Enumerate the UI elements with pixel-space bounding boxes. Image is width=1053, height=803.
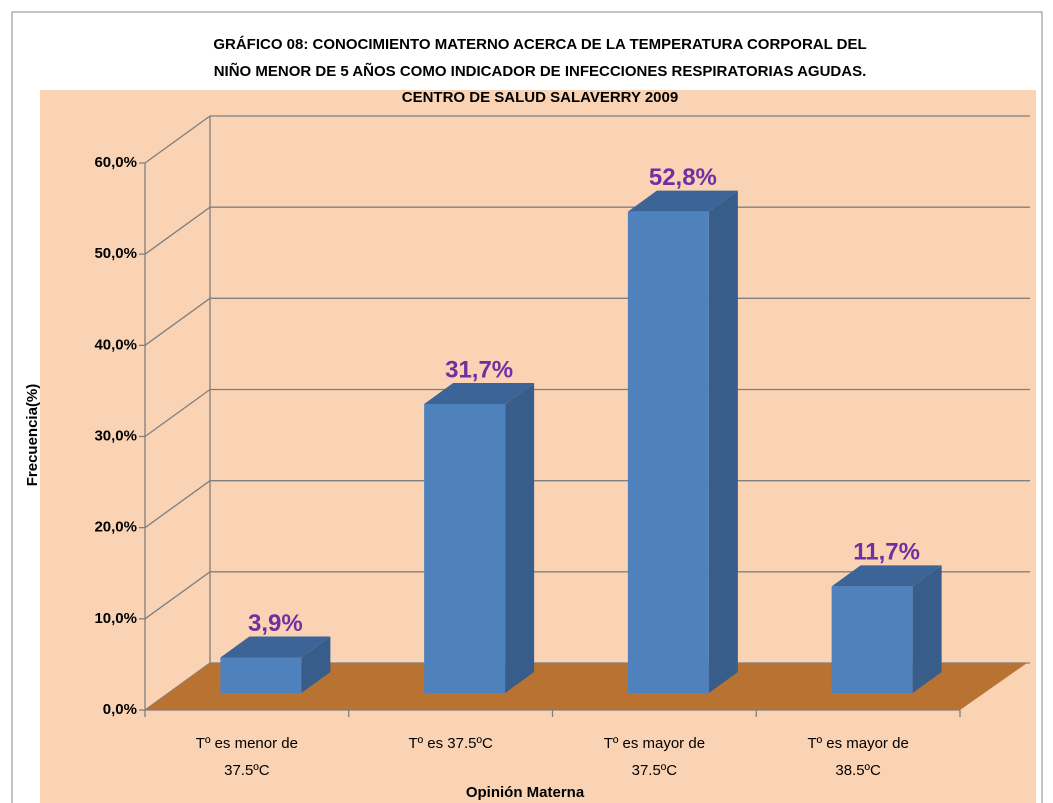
bar — [831, 586, 913, 693]
x-tick-label: Tº es mayor de 38.5ºC — [807, 735, 909, 779]
y-tick-label: 50,0% — [94, 245, 137, 262]
data-label: 3,9% — [248, 610, 303, 637]
data-label: 31,7% — [445, 356, 513, 383]
bar-top — [220, 636, 331, 658]
data-label: 52,8% — [649, 164, 717, 191]
chart-title: NIÑO MENOR DE 5 AÑOS COMO INDICADOR DE I… — [214, 62, 867, 80]
grid-line — [144, 480, 211, 529]
grid-line — [144, 206, 211, 255]
bar-top — [831, 565, 942, 587]
bar-side — [505, 383, 535, 693]
grid-line — [144, 297, 211, 346]
x-axis-label: Opinión Materna — [466, 784, 585, 801]
grid-line — [144, 571, 211, 620]
floor — [145, 663, 1027, 710]
y-tick-label: 0,0% — [103, 701, 137, 718]
grid-line — [144, 388, 211, 438]
y-tick-label: 30,0% — [94, 427, 137, 444]
chart-title: CENTRO DE SALUD SALAVERRY 2009 — [402, 89, 678, 106]
bar — [220, 657, 302, 693]
grid-line — [144, 115, 211, 164]
bar — [627, 211, 709, 693]
bar — [424, 404, 506, 693]
y-tick-label: 60,0% — [94, 154, 137, 171]
chart-title: GRÁFICO 08: CONOCIMIENTO MATERNO ACERCA … — [213, 36, 866, 53]
y-tick-label: 20,0% — [94, 519, 137, 536]
y-tick-label: 10,0% — [94, 610, 137, 627]
bar-top — [424, 383, 535, 405]
x-tick-label: Tº es menor de 37.5ºC — [195, 735, 298, 779]
bar-top — [627, 190, 738, 212]
y-tick-label: 40,0% — [94, 336, 137, 353]
y-axis-label: Frecuencia(%) — [24, 384, 41, 487]
x-tick-label: Tº es mayor de 37.5ºC — [603, 735, 706, 779]
x-tick-label: Tº es 37.5ºC — [408, 735, 493, 752]
bar-side — [708, 190, 738, 693]
bar-side — [301, 636, 331, 693]
bar-side — [912, 565, 942, 693]
data-label: 11,7% — [853, 539, 920, 566]
